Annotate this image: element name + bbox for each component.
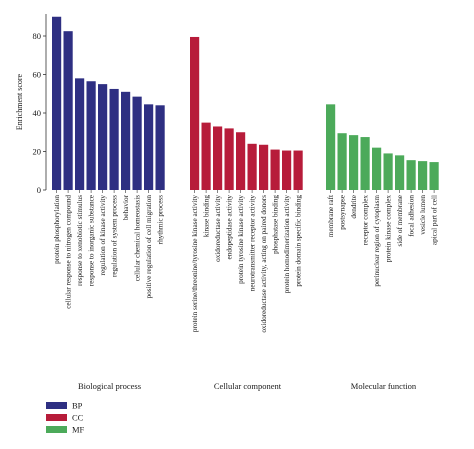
x-tick-label: receptor complex — [362, 195, 370, 245]
bar-mf — [349, 135, 359, 190]
x-tick-label: behavior — [122, 194, 130, 220]
bar-bp — [52, 16, 62, 190]
x-tick-label: protein tyrosine kinase activity — [237, 195, 245, 284]
x-tick-label: dendrite — [350, 195, 358, 219]
bar-mf — [326, 104, 336, 190]
x-tick-label: cellular response to nitrogen compound — [65, 195, 73, 309]
x-tick-label: postsynapse — [339, 195, 347, 230]
x-tick-label: focal adhesion — [408, 195, 416, 237]
x-tick-label: membrane raft — [327, 195, 335, 237]
bar-cc — [293, 150, 303, 190]
bar-cc — [247, 143, 257, 190]
x-tick-label: endopeptidase activity — [226, 195, 234, 260]
bar-mf — [406, 160, 416, 190]
x-tick-label: oxidoreductase activity, acting on paire… — [260, 195, 268, 333]
bar-mf — [360, 137, 370, 190]
x-tick-label: rhythmic process — [157, 195, 165, 245]
bar-bp — [109, 88, 119, 190]
y-axis-title: Enrichment score — [15, 73, 24, 130]
bar-cc — [201, 122, 211, 190]
bar-cc — [224, 128, 234, 190]
bar-bp — [98, 84, 108, 190]
group-label-bp: Biological process — [78, 381, 141, 391]
x-tick-label: oxidoreductase activity — [214, 195, 222, 262]
x-tick-label: vesicle lumen — [419, 195, 427, 235]
legend-swatch-bp — [46, 402, 67, 409]
bar-bp — [155, 105, 165, 190]
group-label-mf: Molecular function — [351, 381, 417, 391]
x-tick-label: apical part of cell — [431, 195, 439, 245]
axes: 0 20 40 60 80 Enrichment score — [15, 14, 47, 195]
y-tick-label: 80 — [33, 31, 42, 41]
y-tick-label: 40 — [33, 108, 42, 118]
x-tick-label: protein serine/threonine/tyrosine kinase… — [191, 195, 199, 333]
x-tick-label: response to xenobiotic stimulus — [76, 195, 84, 286]
x-tick-labels: protein phosphorylation cellular response… — [53, 190, 439, 333]
group-labels: Biological process Cellular component Mole… — [78, 381, 417, 391]
x-tick-label: response to inorganic substance — [88, 195, 96, 286]
bar-mf — [383, 153, 393, 190]
y-tick-label: 0 — [37, 185, 41, 195]
bar-bp — [132, 96, 142, 190]
bar-cc — [213, 126, 223, 190]
x-tick-label: regulation of kinase activity — [99, 195, 107, 276]
legend: BP CC MF — [46, 401, 85, 435]
bars — [52, 16, 439, 191]
bar-cc — [282, 150, 292, 190]
bar-bp — [86, 81, 96, 190]
bar-mf — [372, 147, 382, 190]
bar-mf — [337, 133, 347, 190]
legend-label-bp: BP — [72, 401, 83, 411]
bar-cc — [236, 132, 246, 190]
x-tick-label: side of membrane — [396, 195, 404, 247]
bar-cc — [259, 144, 269, 190]
bar-mf — [429, 162, 439, 190]
x-tick-label: phosphatase binding — [272, 195, 280, 254]
x-tick-label: positive regulation of cell migration — [145, 195, 153, 299]
bar-bp — [63, 31, 73, 190]
legend-swatch-mf — [46, 426, 67, 433]
y-tick-label: 60 — [33, 70, 42, 80]
bar-cc — [190, 36, 200, 191]
x-tick-label: protein phosphorylation — [53, 195, 61, 264]
x-tick-label: perinuclear region of cytoplasm — [373, 195, 381, 287]
bar-bp — [144, 104, 154, 190]
bar-mf — [418, 161, 428, 190]
x-tick-label: protein kinase complex — [385, 195, 393, 262]
x-tick-label: protein homodimerization activity — [283, 195, 291, 294]
bar-bp — [75, 78, 85, 190]
legend-label-cc: CC — [72, 413, 84, 423]
x-tick-label: cellular chemical homeostasis — [134, 195, 142, 281]
x-tick-label: protein domain specific binding — [295, 195, 303, 287]
x-tick-label: neurotransmitter receptor activity — [249, 195, 257, 292]
y-tick-label: 20 — [33, 147, 42, 157]
x-tick-label: regulation of system process — [111, 195, 119, 277]
bar-bp — [121, 91, 131, 190]
bar-mf — [395, 155, 405, 190]
x-tick-label: kinase binding — [203, 195, 211, 238]
group-label-cc: Cellular component — [214, 381, 282, 391]
legend-label-mf: MF — [72, 425, 85, 435]
legend-swatch-cc — [46, 414, 67, 421]
bar-cc — [270, 149, 280, 190]
